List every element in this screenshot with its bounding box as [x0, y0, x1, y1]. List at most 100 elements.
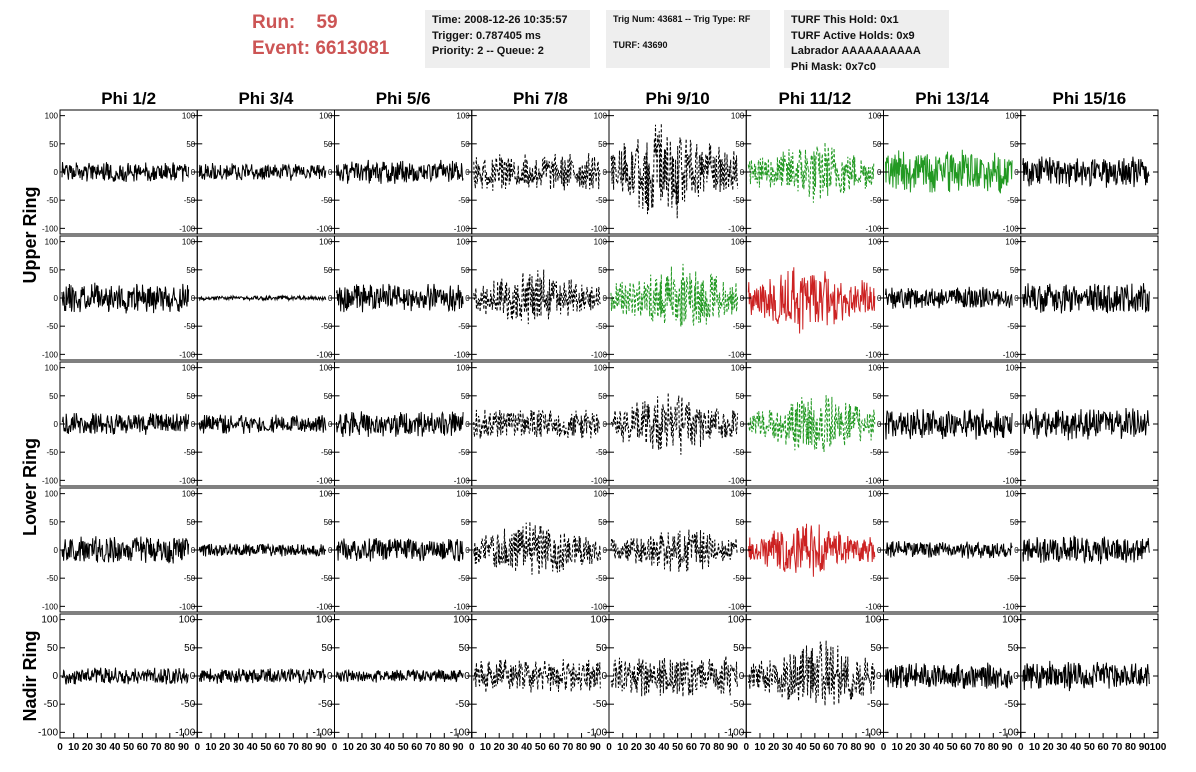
panel-frame [471, 613, 610, 739]
y-tick-label: -50 [595, 574, 607, 583]
x-tick-label: 30 [782, 742, 794, 753]
waveform-trace [885, 540, 1013, 559]
waveform-trace [336, 537, 464, 562]
waveform-trace [610, 392, 739, 455]
y-tick-label: 100 [319, 364, 333, 373]
y-tick-label: 50 [1010, 518, 1019, 527]
y-tick-label: -100 [587, 727, 607, 738]
x-tick-label: 40 [933, 742, 945, 753]
x-tick-label: 80 [1125, 742, 1137, 753]
y-tick-label: -100 [179, 602, 196, 611]
x-tick-label: 10 [68, 742, 80, 753]
waveform-trace [1022, 660, 1150, 692]
waveform-trace [198, 543, 327, 557]
x-tick-label: 10 [1029, 742, 1041, 753]
y-tick-label: 100 [179, 615, 196, 626]
x-tick-label: 40 [109, 742, 121, 753]
y-tick-label: 0 [603, 168, 608, 177]
x-tick-label: 70 [425, 742, 437, 753]
waveform-trace [610, 529, 738, 572]
x-tick-label: 30 [507, 742, 519, 753]
y-tick-label: 100 [594, 364, 608, 373]
waveform-trace [473, 659, 601, 693]
column-title: Phi 11/12 [778, 89, 851, 108]
run-value: 59 [316, 12, 338, 33]
y-tick-label: -100 [38, 727, 58, 738]
waveform-trace [198, 414, 327, 434]
waveform-trace [747, 395, 876, 453]
waveform-trace [336, 283, 464, 313]
x-tick-label: 90 [178, 742, 190, 753]
y-tick-label: 0 [465, 168, 470, 177]
y-tick-label: 0 [877, 168, 882, 177]
column-title: Phi 13/14 [915, 89, 989, 108]
y-tick-label: 100 [594, 112, 608, 121]
trig-num-text: Trig Num: 43681 -- Trig Type: RF [613, 14, 751, 24]
y-tick-label: 100 [45, 490, 59, 499]
x-tick-label: 60 [274, 742, 286, 753]
y-tick-label: 0 [1013, 671, 1019, 682]
x-tick-label: 20 [494, 742, 506, 753]
y-tick-label: 100 [456, 238, 470, 247]
y-tick-label: 50 [1010, 140, 1019, 149]
y-tick-label: 100 [45, 238, 59, 247]
turf-text: TURF: 43690 [613, 40, 668, 50]
y-tick-label: -50 [1007, 322, 1019, 331]
y-tick-label: 100 [182, 112, 196, 121]
y-tick-label: -50 [184, 196, 196, 205]
y-tick-label: -50 [733, 322, 745, 331]
x-tick-label: 30 [370, 742, 382, 753]
y-tick-label: 0 [877, 294, 882, 303]
x-tick-label: 80 [301, 742, 313, 753]
x-tick-label: 50 [398, 742, 410, 753]
y-tick-label: 0 [603, 420, 608, 429]
y-tick-label: 50 [184, 643, 196, 654]
y-tick-label: -50 [730, 699, 745, 710]
y-tick-label: -100 [861, 727, 881, 738]
y-tick-label: 50 [186, 518, 195, 527]
y-tick-label: 50 [873, 266, 882, 275]
waveform-trace [747, 640, 876, 706]
column-title: Phi 5/6 [376, 89, 431, 108]
y-tick-label: 0 [465, 420, 470, 429]
x-tick-label: 50 [1084, 742, 1096, 753]
y-tick-label: -100 [316, 602, 333, 611]
x-tick-label: 10 [480, 742, 492, 753]
y-tick-label: -50 [184, 574, 196, 583]
y-tick-label: 100 [45, 112, 59, 121]
y-tick-label: -50 [44, 699, 59, 710]
x-tick-label: 10 [892, 742, 904, 753]
trigger-text: Trigger: 0.787405 ms [432, 29, 541, 42]
y-tick-label: -50 [321, 196, 333, 205]
y-tick-label: 0 [603, 294, 608, 303]
y-tick-label: 100 [456, 490, 470, 499]
x-tick-label: 80 [713, 742, 725, 753]
y-tick-label: 50 [49, 140, 58, 149]
x-tick-label: 90 [452, 742, 464, 753]
y-tick-label: -100 [450, 727, 470, 738]
waveform-trace [610, 263, 739, 327]
y-tick-label: 0 [465, 294, 470, 303]
waveform-trace [198, 294, 327, 303]
x-tick-label: 40 [796, 742, 808, 753]
waveform-trace [747, 523, 876, 577]
x-tick-label: 50 [672, 742, 684, 753]
y-tick-label: 50 [598, 392, 607, 401]
y-tick-label: 100 [868, 112, 882, 121]
x-tick-label: 80 [988, 742, 1000, 753]
waveform-trace [336, 159, 464, 184]
y-tick-label: 50 [461, 518, 470, 527]
y-tick-label: -50 [870, 574, 882, 583]
y-tick-label: 0 [191, 420, 196, 429]
y-tick-label: -50 [184, 322, 196, 331]
x-tick-label: 50 [123, 742, 135, 753]
x-tick-label: 0 [606, 742, 612, 753]
x-tick-label: 60 [137, 742, 149, 753]
x-tick-label: 50 [947, 742, 959, 753]
waveform-trace [885, 408, 1013, 440]
y-tick-label: -50 [870, 448, 882, 457]
row-group-label: Nadir Ring [20, 630, 40, 721]
x-tick-label: 60 [411, 742, 423, 753]
trig-info-box: Trig Num: 43681 -- Trig Type: RF TURF: 4… [606, 10, 770, 68]
